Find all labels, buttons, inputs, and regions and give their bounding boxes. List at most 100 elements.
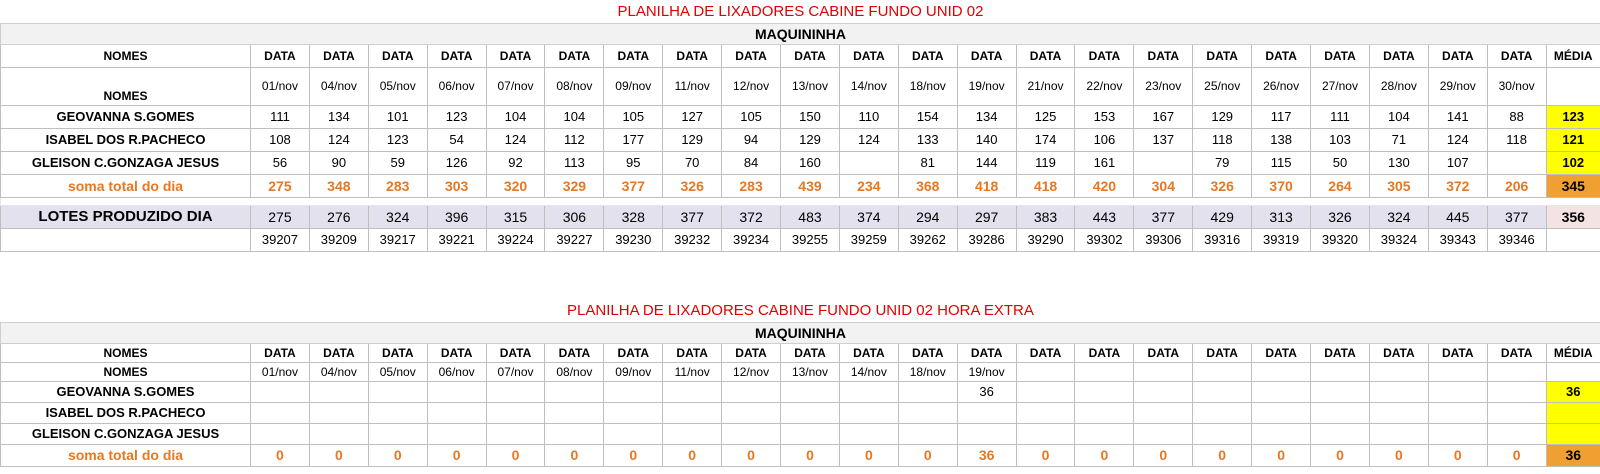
value-cell[interactable]: 106 <box>1074 127 1135 152</box>
value-cell[interactable] <box>838 401 899 424</box>
value-cell[interactable] <box>603 380 664 403</box>
value-cell[interactable]: 105 <box>721 104 782 129</box>
value-cell[interactable]: 104 <box>1368 104 1429 129</box>
value-cell[interactable] <box>1192 401 1253 424</box>
value-cell[interactable] <box>1486 422 1547 445</box>
value-cell[interactable]: 105 <box>603 104 664 129</box>
value-cell[interactable]: 137 <box>1133 127 1194 152</box>
value-cell[interactable]: 111 <box>250 104 310 129</box>
value-cell[interactable]: 94 <box>721 127 782 152</box>
value-cell[interactable]: 81 <box>897 150 958 175</box>
value-cell[interactable]: 134 <box>956 104 1017 129</box>
value-cell[interactable] <box>1074 422 1135 445</box>
value-cell[interactable] <box>426 401 487 424</box>
value-cell[interactable] <box>721 422 782 445</box>
value-cell[interactable] <box>838 422 899 445</box>
value-cell[interactable] <box>603 401 664 424</box>
value-cell[interactable] <box>662 422 723 445</box>
value-cell[interactable]: 107 <box>1427 150 1488 175</box>
value-cell[interactable]: 118 <box>1486 127 1547 152</box>
value-cell[interactable]: 104 <box>544 104 605 129</box>
value-cell[interactable]: 92 <box>485 150 546 175</box>
value-cell[interactable]: 84 <box>721 150 782 175</box>
value-cell[interactable]: 140 <box>956 127 1017 152</box>
value-cell[interactable]: 144 <box>956 150 1017 175</box>
value-cell[interactable] <box>662 380 723 403</box>
value-cell[interactable]: 95 <box>603 150 664 175</box>
value-cell[interactable]: 90 <box>308 150 369 175</box>
value-cell[interactable] <box>308 380 369 403</box>
value-cell[interactable]: 174 <box>1015 127 1076 152</box>
value-cell[interactable]: 129 <box>662 127 723 152</box>
value-cell[interactable] <box>1310 422 1370 445</box>
value-cell[interactable]: 104 <box>485 104 546 129</box>
value-cell[interactable] <box>544 401 605 424</box>
value-cell[interactable] <box>1251 422 1312 445</box>
value-cell[interactable]: 153 <box>1074 104 1135 129</box>
value-cell[interactable]: 161 <box>1074 150 1135 175</box>
value-cell[interactable] <box>721 380 782 403</box>
value-cell[interactable] <box>838 380 899 403</box>
value-cell[interactable] <box>897 422 958 445</box>
value-cell[interactable] <box>544 422 605 445</box>
value-cell[interactable] <box>367 422 428 445</box>
value-cell[interactable]: 119 <box>1015 150 1076 175</box>
value-cell[interactable] <box>426 422 487 445</box>
value-cell[interactable]: 130 <box>1368 150 1429 175</box>
value-cell[interactable] <box>367 401 428 424</box>
value-cell[interactable]: 79 <box>1192 150 1253 175</box>
value-cell[interactable] <box>780 380 840 403</box>
value-cell[interactable]: 124 <box>838 127 899 152</box>
value-cell[interactable]: 129 <box>1192 104 1253 129</box>
value-cell[interactable] <box>1133 380 1194 403</box>
value-cell[interactable]: 124 <box>308 127 369 152</box>
value-cell[interactable] <box>956 422 1017 445</box>
value-cell[interactable] <box>1015 380 1076 403</box>
value-cell[interactable] <box>308 401 369 424</box>
value-cell[interactable] <box>1427 401 1488 424</box>
value-cell[interactable] <box>1192 380 1253 403</box>
value-cell[interactable] <box>1015 422 1076 445</box>
value-cell[interactable] <box>1074 380 1135 403</box>
value-cell[interactable] <box>308 422 369 445</box>
value-cell[interactable] <box>250 422 310 445</box>
value-cell[interactable] <box>1368 401 1429 424</box>
value-cell[interactable] <box>1133 422 1194 445</box>
value-cell[interactable]: 133 <box>897 127 958 152</box>
value-cell[interactable] <box>603 422 664 445</box>
value-cell[interactable] <box>838 150 899 175</box>
value-cell[interactable] <box>1310 380 1370 403</box>
value-cell[interactable]: 118 <box>1192 127 1253 152</box>
value-cell[interactable]: 150 <box>780 104 840 129</box>
value-cell[interactable] <box>426 380 487 403</box>
value-cell[interactable]: 103 <box>1310 127 1370 152</box>
value-cell[interactable] <box>780 422 840 445</box>
value-cell[interactable]: 50 <box>1310 150 1370 175</box>
value-cell[interactable] <box>956 401 1017 424</box>
value-cell[interactable]: 71 <box>1368 127 1429 152</box>
value-cell[interactable] <box>1192 422 1253 445</box>
value-cell[interactable]: 70 <box>662 150 723 175</box>
value-cell[interactable] <box>1368 422 1429 445</box>
value-cell[interactable]: 101 <box>367 104 428 129</box>
value-cell[interactable] <box>485 422 546 445</box>
value-cell[interactable] <box>1486 401 1547 424</box>
value-cell[interactable] <box>1310 401 1370 424</box>
value-cell[interactable] <box>1074 401 1135 424</box>
value-cell[interactable]: 110 <box>838 104 899 129</box>
value-cell[interactable]: 124 <box>485 127 546 152</box>
value-cell[interactable]: 56 <box>250 150 310 175</box>
value-cell[interactable]: 54 <box>426 127 487 152</box>
value-cell[interactable]: 154 <box>897 104 958 129</box>
value-cell[interactable] <box>897 380 958 403</box>
value-cell[interactable] <box>1486 150 1547 175</box>
value-cell[interactable] <box>250 401 310 424</box>
value-cell[interactable] <box>485 401 546 424</box>
value-cell[interactable]: 177 <box>603 127 664 152</box>
value-cell[interactable]: 134 <box>308 104 369 129</box>
value-cell[interactable]: 124 <box>1427 127 1488 152</box>
value-cell[interactable]: 108 <box>250 127 310 152</box>
value-cell[interactable]: 123 <box>367 127 428 152</box>
value-cell[interactable] <box>1427 380 1488 403</box>
value-cell[interactable] <box>367 380 428 403</box>
